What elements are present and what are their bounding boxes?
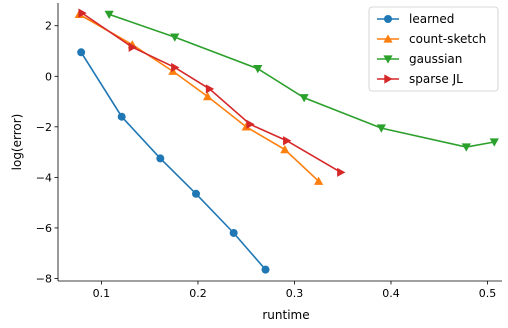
data-point <box>203 91 213 101</box>
data-point <box>261 265 270 274</box>
x-tick-label: 0.2 <box>189 287 207 300</box>
data-point <box>128 42 137 52</box>
data-point <box>171 62 180 73</box>
series-line-count-sketch <box>78 13 320 182</box>
data-point <box>192 189 201 198</box>
legend-swatch-marker <box>384 74 393 84</box>
data-point <box>283 136 292 146</box>
data-point <box>241 122 251 131</box>
y-tick-label: −8 <box>36 272 52 285</box>
y-tick-label: −2 <box>36 121 52 134</box>
data-point <box>489 138 499 147</box>
series-sparse-jl <box>78 8 346 177</box>
data-point <box>253 65 263 74</box>
data-point <box>280 144 290 154</box>
legend-label: count-sketch <box>409 32 486 46</box>
y-tick-label: −4 <box>36 171 52 184</box>
data-point <box>104 10 114 19</box>
legend-item: count-sketch <box>377 32 486 46</box>
series-line-learned <box>80 51 267 271</box>
data-point <box>156 154 165 163</box>
legend-label: learned <box>409 12 454 26</box>
series-lines <box>74 8 499 274</box>
data-point <box>117 112 126 121</box>
y-tick-label: −6 <box>36 222 52 235</box>
series-gaussian <box>104 10 499 152</box>
series-count-sketch <box>74 9 324 185</box>
data-point <box>461 143 471 152</box>
legend-label: sparse JL <box>409 72 463 86</box>
x-tick-label: 0.4 <box>382 287 400 300</box>
data-point <box>299 94 309 103</box>
y-tick-label: 2 <box>45 20 52 33</box>
legend-label: gaussian <box>409 52 462 66</box>
data-point <box>314 176 324 185</box>
x-tick-label: 0.1 <box>93 287 111 300</box>
series-line-sparse-jl <box>81 12 342 174</box>
data-point <box>170 33 180 42</box>
x-axis-label: runtime <box>262 308 309 322</box>
data-point <box>77 48 86 57</box>
legend-item: sparse JL <box>377 72 463 86</box>
legend-swatch-marker <box>383 34 393 43</box>
legend-swatch-marker <box>384 15 392 23</box>
y-tick-label: 0 <box>45 70 52 83</box>
data-point <box>205 84 215 94</box>
legend-item: gaussian <box>377 52 462 66</box>
legend: learned count-sketch gaussian sparse JL <box>368 6 499 92</box>
data-point <box>229 228 238 237</box>
series-learned <box>77 48 270 274</box>
legend-box <box>368 6 499 92</box>
data-point <box>376 124 386 133</box>
data-point <box>337 167 346 177</box>
legend-swatch-marker <box>383 55 393 64</box>
x-tick-label: 0.3 <box>286 287 304 300</box>
legend-item: learned <box>377 12 454 26</box>
x-tick-label: 0.5 <box>479 287 497 300</box>
axes: 0.1 0.2 0.3 0.4 0.5 −8 −6 −4 −2 0 2 <box>36 3 502 300</box>
data-point <box>78 8 87 18</box>
data-point <box>246 119 255 129</box>
y-axis-label: log(error) <box>10 114 24 171</box>
